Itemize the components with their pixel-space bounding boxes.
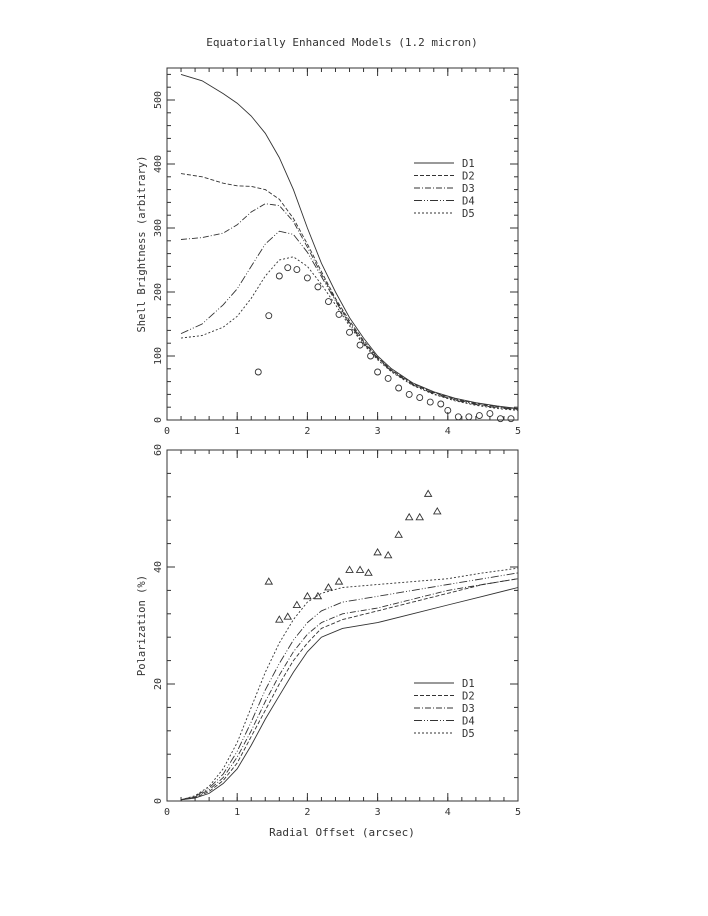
observed-point	[373, 547, 382, 556]
y-tick-label: 20	[153, 678, 164, 690]
x-tick-label: 4	[445, 807, 451, 818]
legend-label-d5: D5	[462, 208, 475, 220]
legend-label-d5: D5	[462, 728, 475, 740]
observed-point	[423, 489, 433, 497]
observed-point	[364, 568, 373, 576]
series-line-d1	[180, 73, 519, 409]
observed-point	[283, 612, 293, 620]
series-line-d2	[180, 578, 519, 801]
x-tick-label: 2	[304, 426, 310, 437]
y-tick-label: 0	[153, 798, 164, 804]
observed-point	[444, 406, 452, 414]
observed-point	[346, 328, 353, 336]
observed-point	[486, 410, 494, 418]
x-tick-label: 3	[375, 426, 381, 437]
observed-point	[335, 310, 343, 318]
x-tick-label: 1	[234, 807, 240, 818]
x-tick-label: 0	[164, 426, 170, 437]
plot-frame	[166, 449, 519, 802]
observed-point	[416, 394, 424, 402]
legend-label-d3: D3	[462, 703, 475, 715]
observed-point	[426, 398, 434, 406]
legend-label-d4: D4	[462, 716, 475, 728]
brightness-panel: 0 1 2 3 4 5 0 100 200 300 400 500 Shell Brightness (…	[136, 67, 521, 437]
observed-point	[404, 512, 414, 521]
y-tick-label: 0	[153, 417, 164, 423]
legend-label-d1: D1	[462, 678, 475, 690]
observed-point	[355, 565, 365, 573]
series-line-d1	[180, 587, 519, 801]
observed-point	[437, 400, 445, 408]
observed-point	[465, 413, 473, 421]
y-tick-label: 400	[153, 155, 164, 173]
observed-point	[264, 577, 274, 585]
observed-point	[303, 274, 311, 282]
series-line-d4	[180, 572, 519, 801]
observed-point	[454, 413, 462, 421]
x-tick-label: 5	[515, 807, 521, 818]
observed-point	[415, 512, 425, 521]
legend-label-d3: D3	[462, 183, 475, 195]
observed-point	[275, 272, 283, 280]
observed-point	[374, 368, 382, 376]
y-tick-label: 500	[153, 91, 164, 109]
x-tick-label: 0	[164, 807, 170, 818]
plot-frame	[166, 67, 519, 421]
observed-point	[275, 615, 284, 623]
figure-title: Equatorially Enhanced Models (1.2 micron…	[206, 36, 478, 49]
observed-point	[383, 550, 393, 559]
y-tick-label: 40	[153, 561, 164, 573]
observed-point	[313, 591, 323, 600]
observed-point	[292, 600, 302, 608]
legend-label-d4: D4	[462, 196, 475, 208]
observed-point	[314, 283, 322, 291]
observed-point	[356, 341, 364, 349]
series-line-d5	[180, 256, 519, 411]
x-tick-label: 4	[445, 426, 451, 437]
y-axis-label: Polarization (%)	[136, 575, 148, 676]
legend-label-d1: D1	[462, 158, 475, 170]
observed-point	[394, 530, 403, 538]
observed-point	[324, 583, 333, 591]
observed-point	[265, 312, 273, 320]
observed-point	[405, 390, 413, 398]
observed-point	[345, 565, 354, 573]
y-tick-label: 200	[153, 283, 164, 301]
observed-point	[367, 352, 375, 360]
y-tick-label: 60	[153, 444, 164, 456]
y-tick-label: 300	[153, 219, 164, 237]
series-line-d2	[180, 173, 519, 410]
observed-point	[334, 577, 344, 585]
legend-label-d2: D2	[462, 691, 475, 703]
y-tick-label: 100	[153, 347, 164, 365]
observed-point	[254, 368, 262, 376]
legend-label-d2: D2	[462, 171, 475, 183]
y-axis-label: Shell Brightness (arbitrary)	[136, 155, 148, 332]
observed-point	[384, 374, 392, 382]
series-line-d4	[180, 230, 519, 411]
observed-point	[303, 591, 312, 600]
observed-point	[497, 415, 504, 423]
x-tick-label: 2	[304, 807, 310, 818]
observed-point	[432, 507, 442, 515]
x-tick-label: 5	[515, 426, 521, 437]
x-axis-label: Radial Offset (arcsec)	[269, 826, 415, 839]
x-tick-label: 1	[234, 426, 240, 437]
x-tick-label: 3	[375, 807, 381, 818]
observed-point	[395, 384, 403, 392]
series-line-d3	[180, 203, 519, 410]
observed-point	[284, 264, 292, 272]
observed-point	[325, 298, 332, 306]
observed-point	[293, 266, 301, 274]
observed-point	[507, 415, 515, 423]
observed-point	[475, 412, 483, 419]
